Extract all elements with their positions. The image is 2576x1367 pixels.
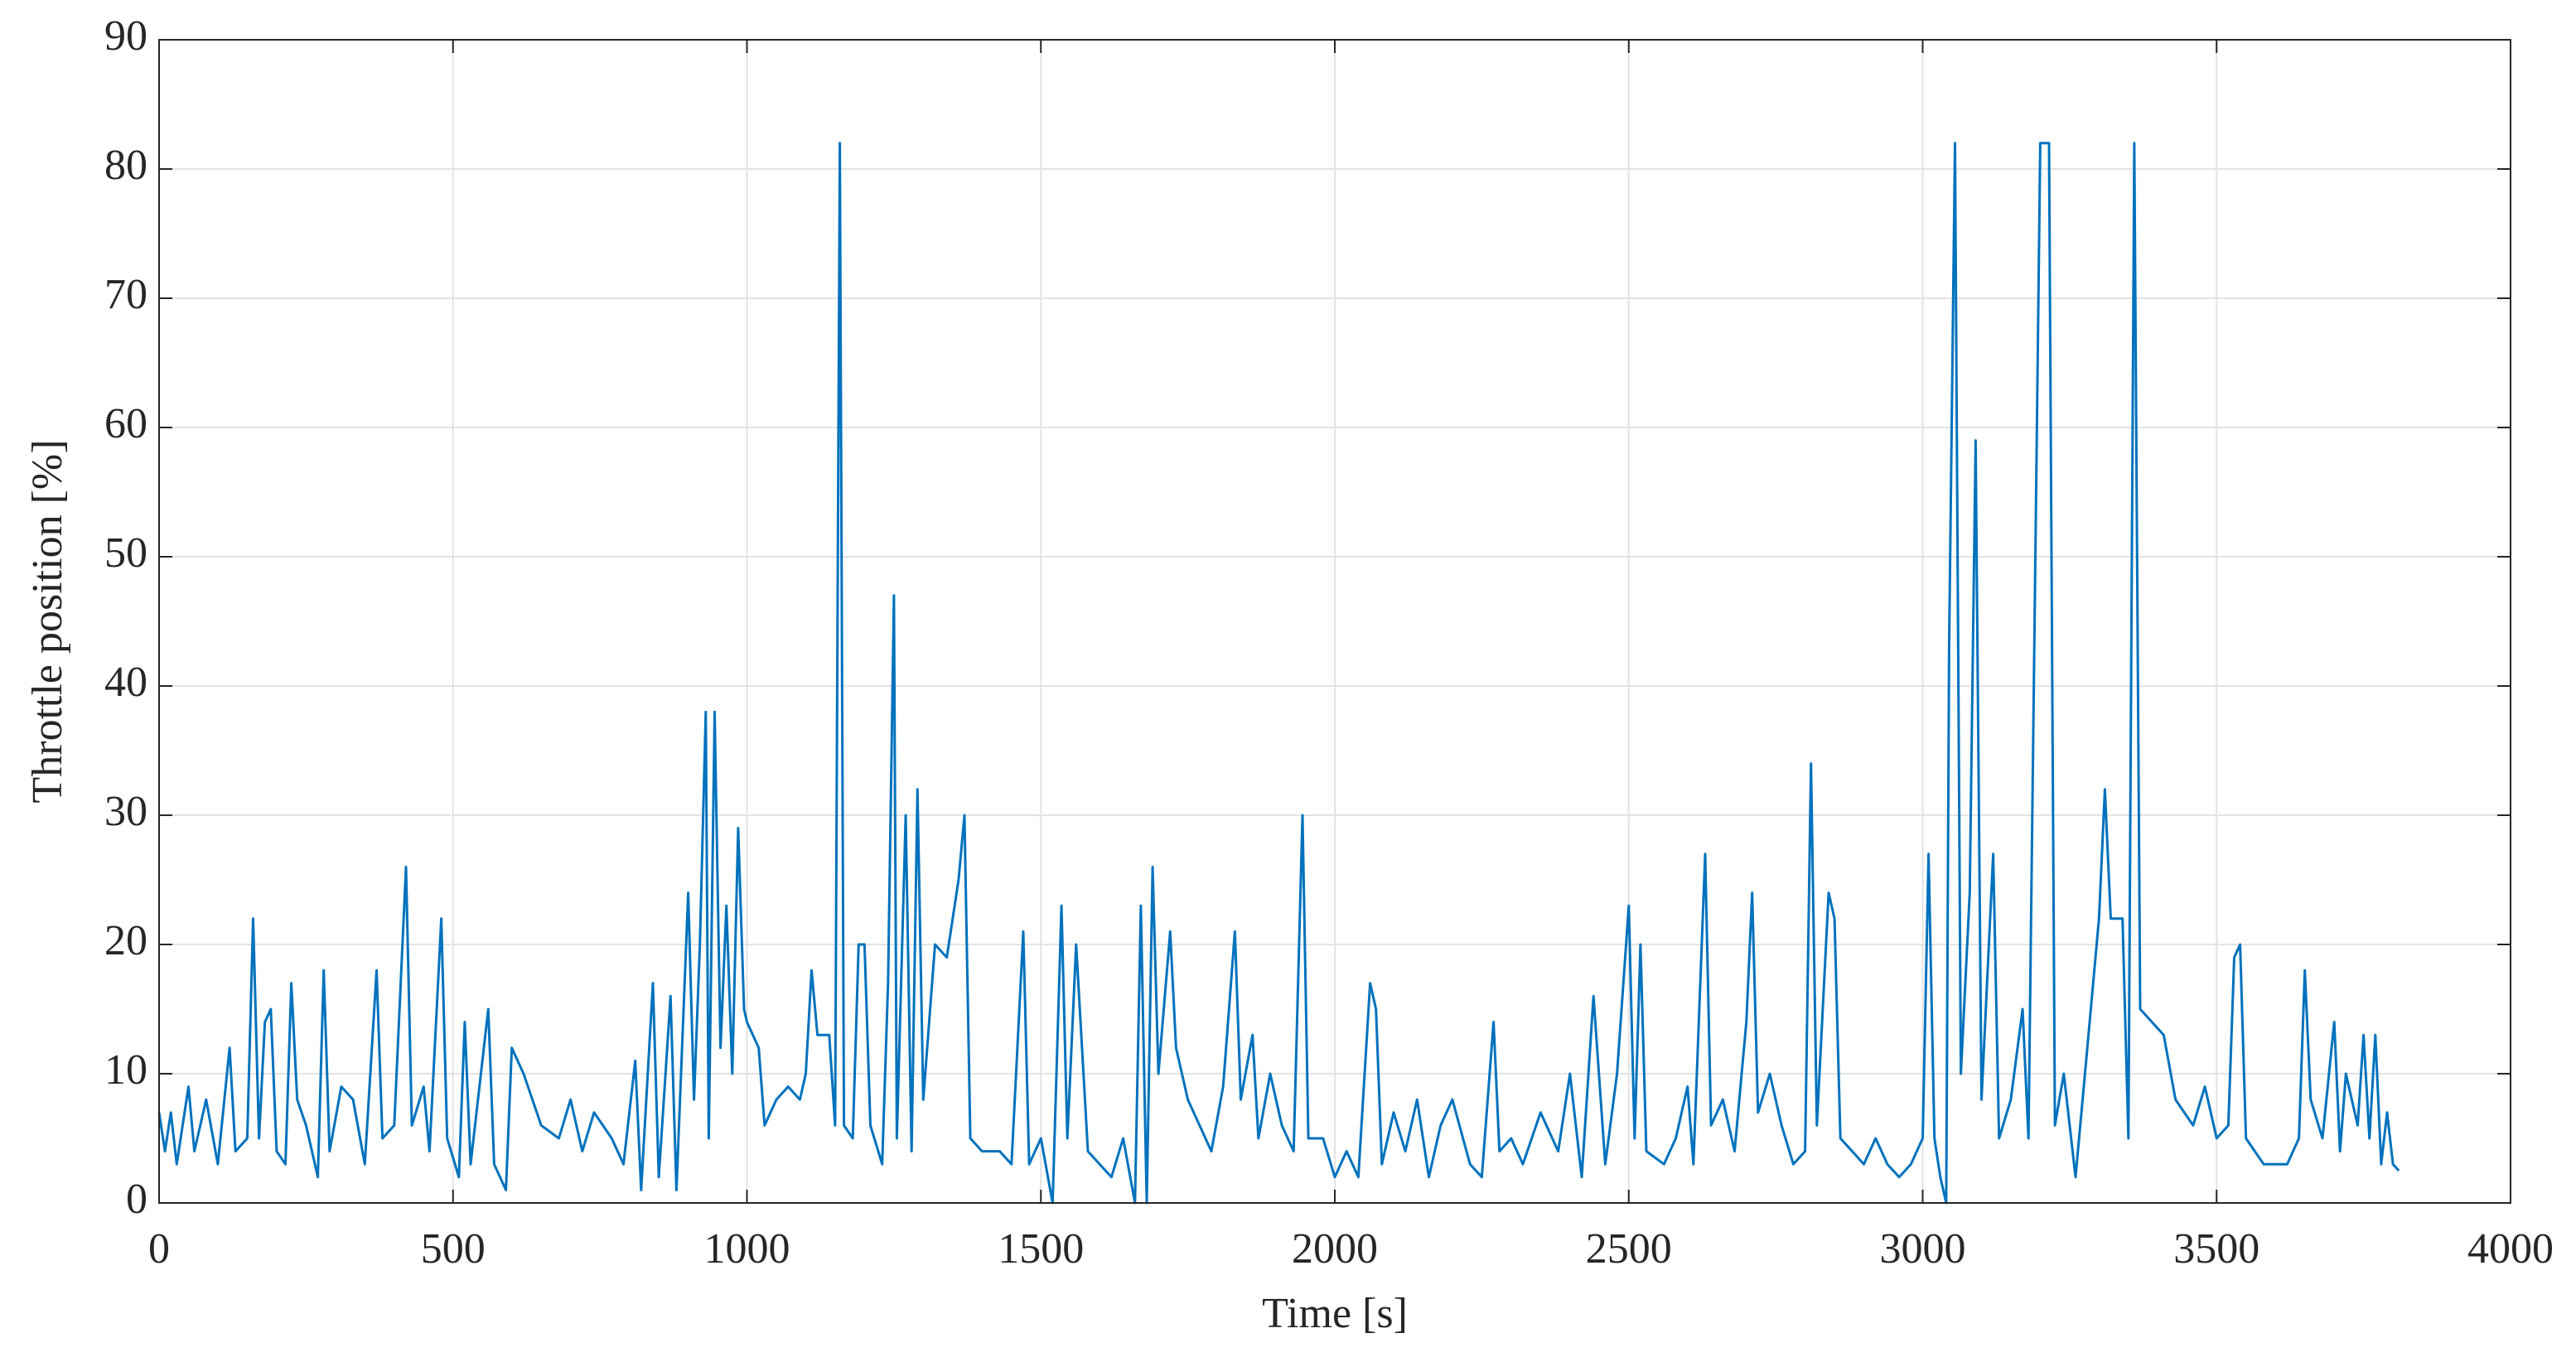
x-tick-label: 2000	[1292, 1225, 1378, 1273]
x-tick-label: 500	[421, 1225, 486, 1273]
data-line	[157, 142, 2400, 1205]
y-tick-label: 20	[104, 917, 147, 964]
x-tick-label: 1000	[704, 1225, 790, 1273]
y-tick-label: 30	[104, 788, 147, 835]
y-tick-label: 40	[104, 659, 147, 706]
x-tick-label: 3000	[1880, 1225, 1966, 1273]
x-tick-label: 3500	[2173, 1225, 2259, 1273]
y-tick-label: 10	[104, 1046, 147, 1094]
y-tick-label: 0	[126, 1176, 147, 1223]
x-axis-label: Time [s]	[1262, 1290, 1408, 1337]
plot-frame	[158, 39, 2511, 1204]
y-tick-label: 90	[104, 12, 147, 60]
y-tick-label: 50	[104, 529, 147, 577]
y-tick-label: 80	[104, 142, 147, 189]
y-tick-label: 70	[104, 271, 147, 318]
x-tick-label: 4000	[2467, 1225, 2554, 1273]
x-tick-label: 0	[148, 1225, 170, 1273]
y-axis-label: Throttle position [%]	[24, 439, 71, 803]
x-tick-label: 1500	[998, 1225, 1084, 1273]
y-tick-label: 60	[104, 400, 147, 447]
x-tick-label: 2500	[1586, 1225, 1672, 1273]
